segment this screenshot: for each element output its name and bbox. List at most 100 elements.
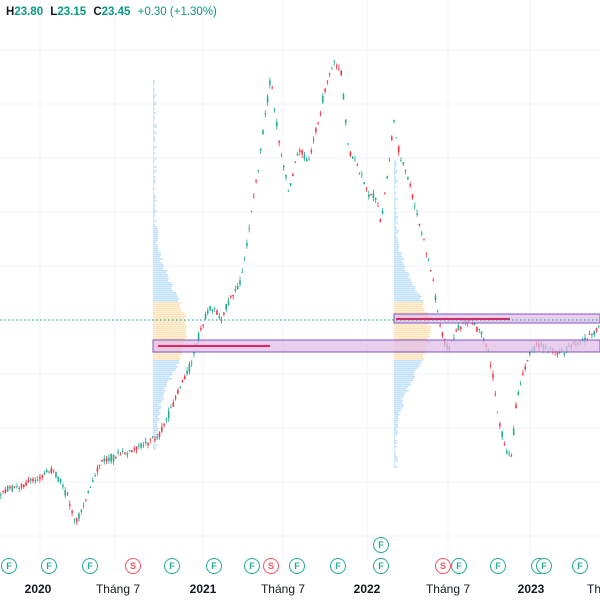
candle-body	[18, 487, 20, 490]
volume-profile-bar	[153, 144, 154, 146]
candle-body	[112, 454, 115, 462]
candle-body	[71, 510, 73, 514]
volume-profile-bar	[394, 206, 396, 208]
candle-body	[48, 471, 50, 473]
candle-body	[55, 471, 57, 478]
volume-profile-bar	[153, 298, 180, 300]
candle-body	[255, 179, 257, 182]
volume-profile-bar	[394, 230, 400, 232]
volume-profile-bar	[394, 426, 399, 428]
volume-profile-bar	[394, 334, 429, 336]
volume-profile-bar	[394, 200, 397, 202]
volume-profile-bar	[153, 356, 179, 358]
time-axis-label: 2021	[189, 582, 217, 596]
financials-event-marker[interactable]: F	[451, 558, 467, 574]
volume-profile-bar	[153, 368, 177, 370]
candle-body	[517, 392, 520, 395]
financials-event-marker[interactable]: F	[490, 558, 506, 574]
volume-profile-bar	[153, 286, 172, 288]
financials-event-marker[interactable]: F	[536, 558, 552, 574]
volume-profile-bar	[153, 180, 157, 182]
financials-event-marker[interactable]: F	[244, 558, 260, 574]
candle-body	[282, 165, 285, 168]
volume-profile-bar	[153, 336, 188, 338]
candle-body	[407, 177, 409, 180]
volume-profile-bar	[394, 286, 416, 288]
volume-profile-bar	[153, 150, 154, 152]
financials-event-marker[interactable]: F	[373, 537, 389, 553]
candle-body	[69, 504, 71, 506]
candle-body	[190, 362, 193, 364]
financials-event-marker[interactable]: F	[330, 558, 346, 574]
candle-body	[23, 484, 25, 488]
price-plot[interactable]	[0, 0, 600, 560]
volume-profile-bar	[394, 466, 398, 468]
volume-profile-bar	[153, 116, 156, 118]
candle-body	[365, 187, 368, 189]
candle-body	[230, 295, 232, 298]
candle-body	[342, 93, 345, 100]
volume-profile-bar	[153, 170, 157, 172]
volume-profile-bar	[153, 102, 157, 104]
volume-profile-bar	[153, 320, 186, 322]
candle-body	[151, 436, 154, 438]
financials-event-marker[interactable]: F	[1, 558, 17, 574]
candle-body	[476, 326, 478, 332]
volume-profile-bar	[153, 410, 160, 412]
volume-profile-bar	[153, 126, 157, 128]
volume-profile-bar	[394, 224, 396, 226]
volume-profile-bar	[153, 204, 155, 206]
volume-profile-bar	[394, 336, 430, 338]
candle-body	[20, 484, 23, 488]
volume-profile-bar	[394, 240, 398, 242]
volume-profile-bar	[394, 328, 431, 330]
candle-body	[213, 308, 216, 310]
candle-body	[39, 476, 41, 480]
candle-body	[335, 66, 338, 68]
financials-event-marker[interactable]: F	[41, 558, 57, 574]
candle-body	[46, 470, 48, 472]
financials-event-marker[interactable]: F	[164, 558, 180, 574]
candle-body	[218, 315, 221, 318]
candle-body	[276, 122, 278, 127]
volume-profile-bar	[394, 194, 396, 196]
volume-profile-bar	[394, 192, 397, 194]
candle-body	[2, 490, 4, 492]
split-event-marker[interactable]: S	[263, 558, 279, 574]
volume-profile-bar	[394, 272, 409, 274]
financials-event-marker[interactable]: F	[82, 558, 98, 574]
volume-profile-bar	[153, 122, 154, 124]
volume-profile-bar	[394, 448, 395, 450]
time-axis-label: Tháng 7	[95, 582, 141, 596]
volume-profile-bar	[153, 408, 161, 410]
volume-profile-bar	[394, 172, 397, 174]
candle-body	[73, 519, 76, 521]
volume-profile-bar	[153, 358, 182, 360]
financials-event-marker[interactable]: F	[289, 558, 305, 574]
volume-profile-bar	[153, 326, 187, 328]
volume-profile-bar	[394, 278, 411, 280]
volume-profile-bar	[153, 398, 165, 400]
candle-body	[264, 113, 267, 115]
candle-body	[59, 479, 62, 483]
financials-event-marker[interactable]: F	[206, 558, 222, 574]
financials-event-marker[interactable]: F	[373, 558, 389, 574]
candle-body	[409, 184, 411, 187]
volume-profile-bar	[153, 256, 160, 258]
financials-event-marker[interactable]: F	[572, 558, 588, 574]
candle-body	[526, 360, 529, 362]
candle-body	[36, 479, 39, 481]
volume-profile-bar	[394, 280, 411, 282]
candle-body	[437, 310, 439, 312]
volume-profile-bar	[153, 366, 179, 368]
candle-body	[377, 205, 379, 207]
candle-body	[163, 423, 165, 426]
candle-body	[496, 412, 499, 414]
volume-profile-bar	[153, 290, 174, 292]
candle-body	[556, 352, 559, 355]
split-event-marker[interactable]: S	[125, 558, 141, 574]
volume-profile-bar	[394, 202, 395, 204]
split-event-marker[interactable]: S	[435, 558, 451, 574]
low-label: L	[50, 6, 58, 18]
